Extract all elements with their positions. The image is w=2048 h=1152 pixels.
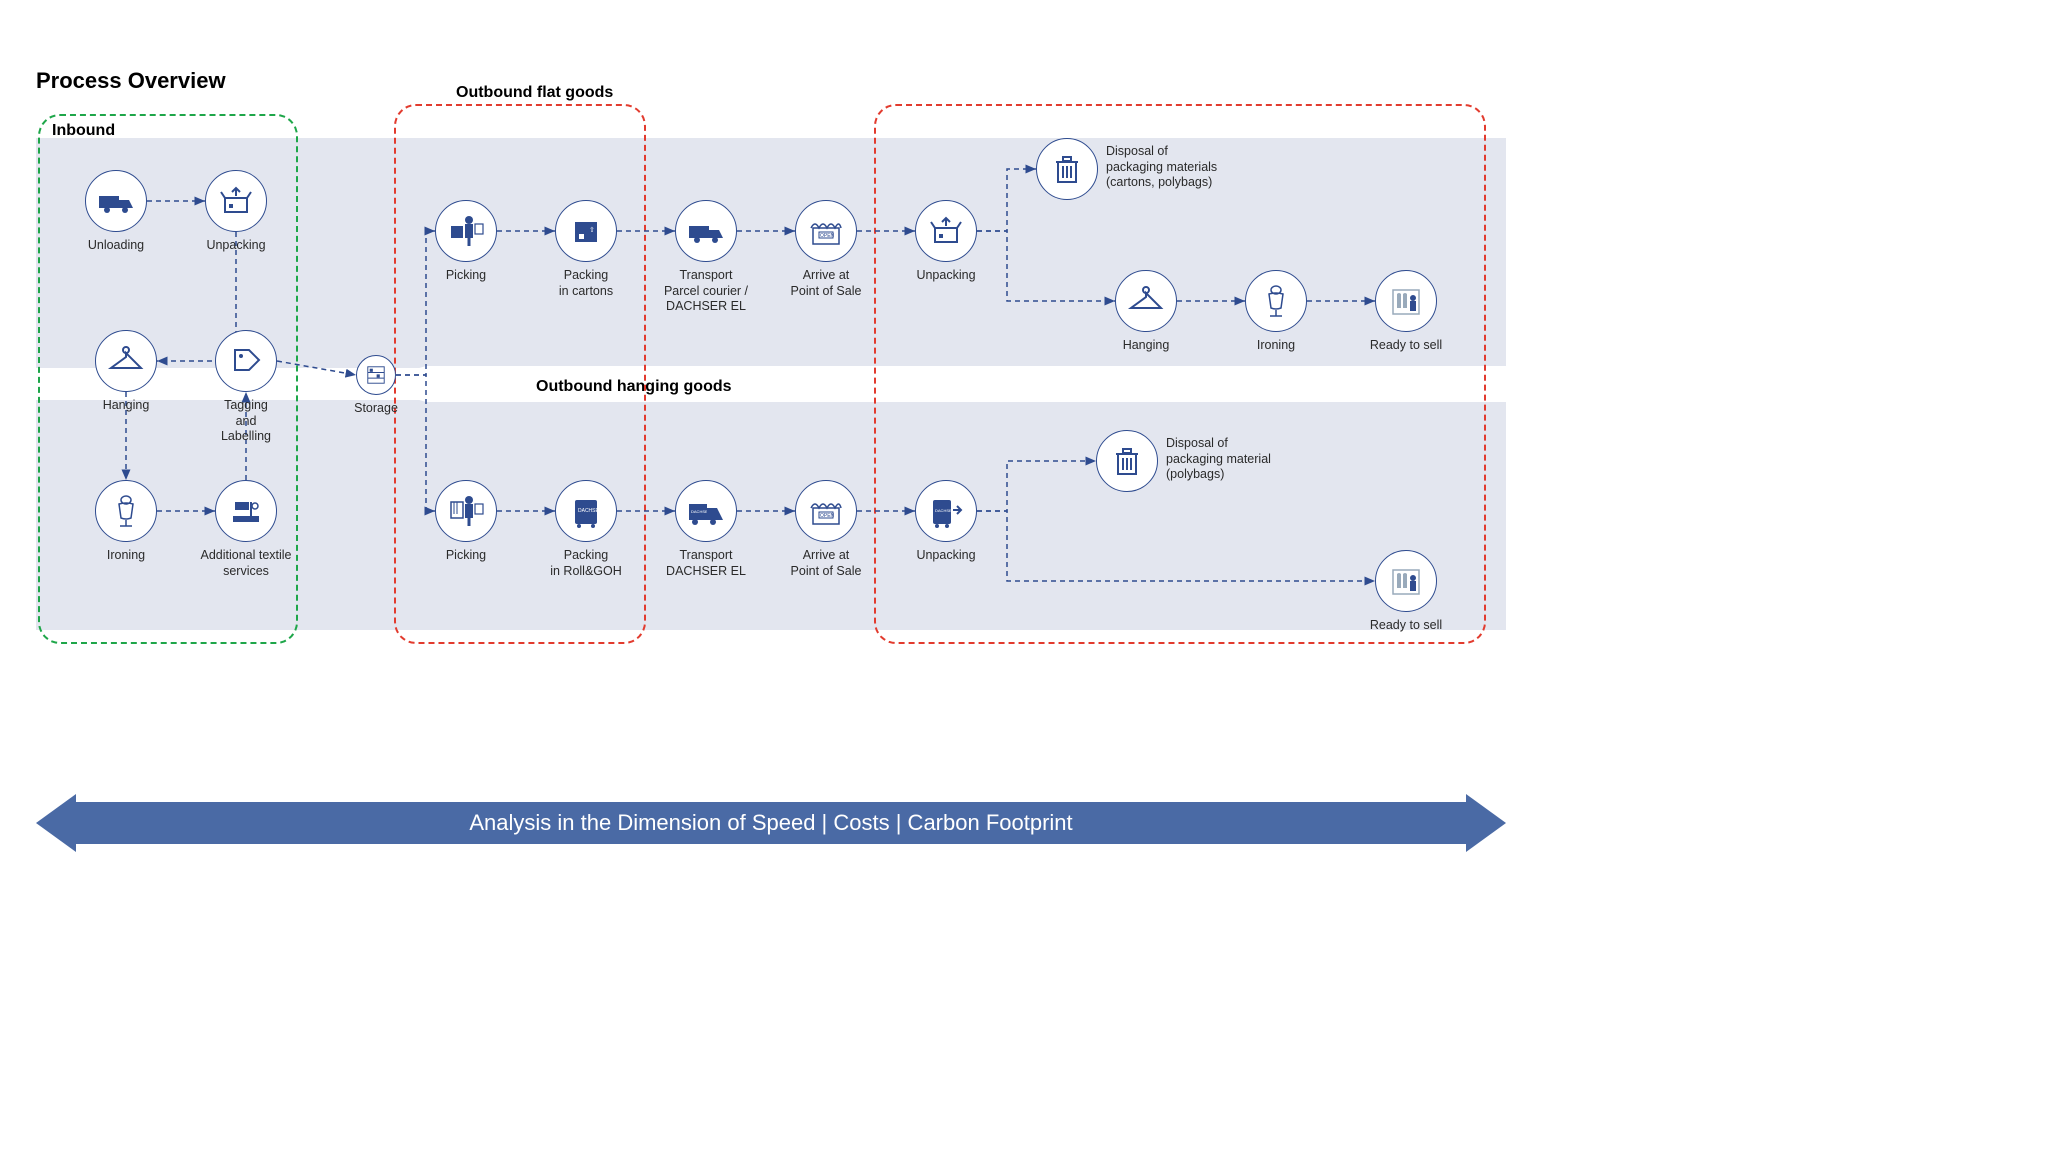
node-services: Additional textile services — [196, 480, 296, 579]
node-disposal_h: Disposal of packaging material (polybags… — [1096, 430, 1336, 492]
node-label: Transport DACHSER EL — [656, 548, 756, 579]
mannequin-icon — [95, 480, 157, 542]
node-label: Arrive at Point of Sale — [776, 548, 876, 579]
truckgoh-icon — [675, 480, 737, 542]
node-label: Ready to sell — [1356, 338, 1456, 354]
node-label: Disposal of packaging material (polybags… — [1166, 436, 1336, 483]
node-label: Picking — [416, 268, 516, 284]
node-packing_f: Packing in cartons — [536, 200, 636, 299]
boxopen-icon — [205, 170, 267, 232]
node-ironing1: Ironing — [76, 480, 176, 564]
store-icon — [795, 480, 857, 542]
node-label: Hanging — [76, 398, 176, 414]
node-label: Unloading — [66, 238, 166, 254]
node-unpack_f: Unpacking — [896, 200, 996, 284]
flowchart-canvas: Process Overview Inbound Outbound flat g… — [36, 80, 1506, 840]
truck-icon — [675, 200, 737, 262]
node-label: Transport Parcel courier / DACHSER EL — [656, 268, 756, 315]
node-label: Storage — [326, 401, 426, 417]
boxopen-icon — [915, 200, 977, 262]
node-label: Arrive at Point of Sale — [776, 268, 876, 299]
node-hanging1: Hanging — [76, 330, 176, 414]
banner-arrow-right — [1466, 794, 1506, 852]
truck-icon — [85, 170, 147, 232]
node-unloading: Unloading — [66, 170, 166, 254]
node-label: Ironing — [76, 548, 176, 564]
sewing-icon — [215, 480, 277, 542]
node-ironing2: Ironing — [1226, 270, 1326, 354]
hanger-icon — [1115, 270, 1177, 332]
node-label: Ironing — [1226, 338, 1326, 354]
node-label: Unpacking — [896, 268, 996, 284]
node-packing_h: Packing in Roll&GOH — [536, 480, 636, 579]
carton-icon — [555, 200, 617, 262]
node-picking_h: Picking — [416, 480, 516, 564]
node-label: Disposal of packaging materials (cartons… — [1106, 144, 1276, 191]
node-arrive_h: Arrive at Point of Sale — [776, 480, 876, 579]
node-transport_h: Transport DACHSER EL — [656, 480, 756, 579]
node-label: Ready to sell — [1356, 618, 1456, 634]
rollgoh-icon — [555, 480, 617, 542]
node-unpacking1: Unpacking — [186, 170, 286, 254]
banner-text: Analysis in the Dimension of Speed | Cos… — [76, 802, 1466, 844]
node-ready_h: Ready to sell — [1356, 550, 1456, 634]
trash-icon — [1036, 138, 1098, 200]
rollgohout-icon — [915, 480, 977, 542]
node-transport_f: Transport Parcel courier / DACHSER EL — [656, 200, 756, 315]
hanger-icon — [95, 330, 157, 392]
personhang-icon — [435, 480, 497, 542]
banner-arrow-left — [36, 794, 76, 852]
shelves-icon — [356, 355, 396, 395]
analysis-banner: Analysis in the Dimension of Speed | Cos… — [36, 794, 1506, 852]
node-label: Additional textile services — [196, 548, 296, 579]
node-disposal_f: Disposal of packaging materials (cartons… — [1036, 138, 1276, 200]
node-label: Tagging and Labelling — [196, 398, 296, 445]
node-hanging2: Hanging — [1096, 270, 1196, 354]
node-ready_f: Ready to sell — [1356, 270, 1456, 354]
node-unpack_h: Unpacking — [896, 480, 996, 564]
rack-icon — [1375, 270, 1437, 332]
node-label: Unpacking — [186, 238, 286, 254]
node-arrive_f: Arrive at Point of Sale — [776, 200, 876, 299]
mannequin-icon — [1245, 270, 1307, 332]
node-label: Packing in cartons — [536, 268, 636, 299]
node-label: Packing in Roll&GOH — [536, 548, 636, 579]
node-tagging: Tagging and Labelling — [196, 330, 296, 445]
node-storage: Storage — [326, 355, 426, 417]
node-label: Hanging — [1096, 338, 1196, 354]
node-label: Picking — [416, 548, 516, 564]
tag-icon — [215, 330, 277, 392]
node-picking_f: Picking — [416, 200, 516, 284]
personbox-icon — [435, 200, 497, 262]
store-icon — [795, 200, 857, 262]
trash-icon — [1096, 430, 1158, 492]
node-label: Unpacking — [896, 548, 996, 564]
rack-icon — [1375, 550, 1437, 612]
